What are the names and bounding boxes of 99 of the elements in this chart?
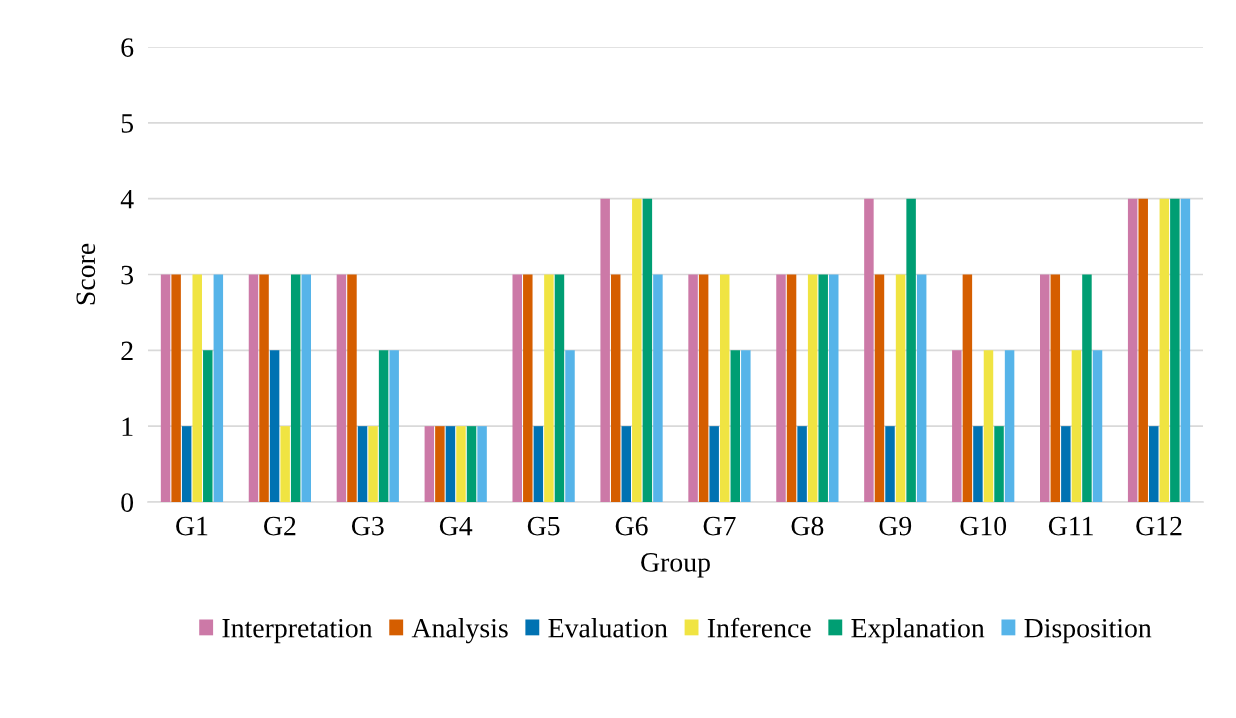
legend-label: Evaluation xyxy=(548,618,668,638)
y-axis-title: Score xyxy=(76,243,96,305)
bar xyxy=(1004,350,1015,502)
x-axis-title: Group xyxy=(641,553,710,578)
bar xyxy=(916,274,927,502)
bar xyxy=(1082,274,1092,502)
bar xyxy=(730,350,741,502)
bar xyxy=(357,426,368,502)
bar xyxy=(171,274,181,502)
x-tick-label: G11 xyxy=(1048,516,1093,536)
bar xyxy=(378,350,389,502)
x-tick-label: G10 xyxy=(960,516,1007,536)
bar xyxy=(512,274,522,502)
bar xyxy=(874,274,885,502)
bar xyxy=(290,274,301,502)
x-tick-label: G1 xyxy=(176,516,208,536)
bar xyxy=(983,350,994,502)
x-tick-label: G2 xyxy=(264,516,296,536)
bar xyxy=(301,274,311,502)
y-tick-label: 5 xyxy=(121,114,134,133)
bar xyxy=(203,350,213,502)
bar xyxy=(797,426,807,502)
bar xyxy=(523,274,533,502)
bar xyxy=(1071,350,1082,502)
bar xyxy=(269,350,280,502)
bar xyxy=(280,426,290,502)
bar xyxy=(192,274,202,502)
bar xyxy=(565,350,575,502)
bar xyxy=(741,350,751,502)
bar xyxy=(336,274,347,502)
bar xyxy=(610,274,621,502)
bar xyxy=(435,426,445,502)
x-tick-label: G12 xyxy=(1136,516,1182,536)
bar xyxy=(895,274,906,502)
bar xyxy=(1092,350,1103,502)
legend-label: Disposition xyxy=(1024,618,1152,644)
x-tick-label: G5 xyxy=(527,516,560,536)
bar xyxy=(906,198,916,502)
x-tick-label: G9 xyxy=(879,516,912,536)
y-tick-label: 1 xyxy=(122,417,133,436)
bar xyxy=(719,274,730,502)
y-tick-label: 2 xyxy=(121,341,133,360)
y-tick-label: 4 xyxy=(120,190,134,209)
legend-label: Explanation xyxy=(851,618,985,644)
bar xyxy=(621,426,632,502)
bar xyxy=(1127,198,1138,502)
bar xyxy=(776,274,786,502)
bar xyxy=(786,274,797,502)
bar xyxy=(642,198,653,502)
bar xyxy=(1180,198,1191,502)
bar xyxy=(1149,426,1159,502)
bar xyxy=(477,426,487,502)
bar xyxy=(962,274,973,502)
bar xyxy=(347,274,357,502)
bar xyxy=(213,274,224,502)
bar xyxy=(445,426,456,502)
bar xyxy=(653,274,663,502)
x-tick-label: G4 xyxy=(439,516,473,536)
bar xyxy=(864,198,874,502)
bar xyxy=(600,198,610,502)
bar xyxy=(807,274,818,502)
bar xyxy=(709,426,719,502)
x-tick-label: G8 xyxy=(791,516,824,536)
bar xyxy=(533,426,544,502)
legend-label: Interpretation xyxy=(222,618,373,644)
bar xyxy=(952,350,962,502)
bar xyxy=(994,426,1004,502)
bar xyxy=(1170,198,1180,502)
bar xyxy=(818,274,828,502)
bar xyxy=(368,426,378,502)
bar xyxy=(248,274,259,502)
x-tick-label: G7 xyxy=(703,516,736,536)
bar xyxy=(632,198,642,502)
bar xyxy=(1040,274,1050,502)
bar xyxy=(1061,426,1071,502)
bar xyxy=(1050,274,1061,502)
legend-label: Inference xyxy=(707,617,811,638)
y-tick-label: 0 xyxy=(121,493,134,512)
bar xyxy=(259,274,269,502)
bar xyxy=(554,274,565,502)
bar xyxy=(181,426,192,502)
bar xyxy=(1138,198,1148,502)
x-tick-label: G6 xyxy=(615,516,648,536)
x-tick-label: G3 xyxy=(351,516,384,536)
legend-label: Analysis xyxy=(411,618,508,644)
bar xyxy=(424,426,435,502)
bar xyxy=(829,274,839,502)
bar xyxy=(698,274,709,502)
bar xyxy=(1159,198,1170,502)
bar xyxy=(544,274,554,502)
bar xyxy=(389,350,399,502)
bar xyxy=(688,274,698,502)
bar xyxy=(466,426,477,502)
y-tick-label: 3 xyxy=(121,265,134,285)
y-tick-label: 6 xyxy=(121,38,134,57)
bar xyxy=(160,274,171,502)
bar xyxy=(456,426,466,502)
bar xyxy=(885,426,895,502)
bar xyxy=(973,426,983,502)
